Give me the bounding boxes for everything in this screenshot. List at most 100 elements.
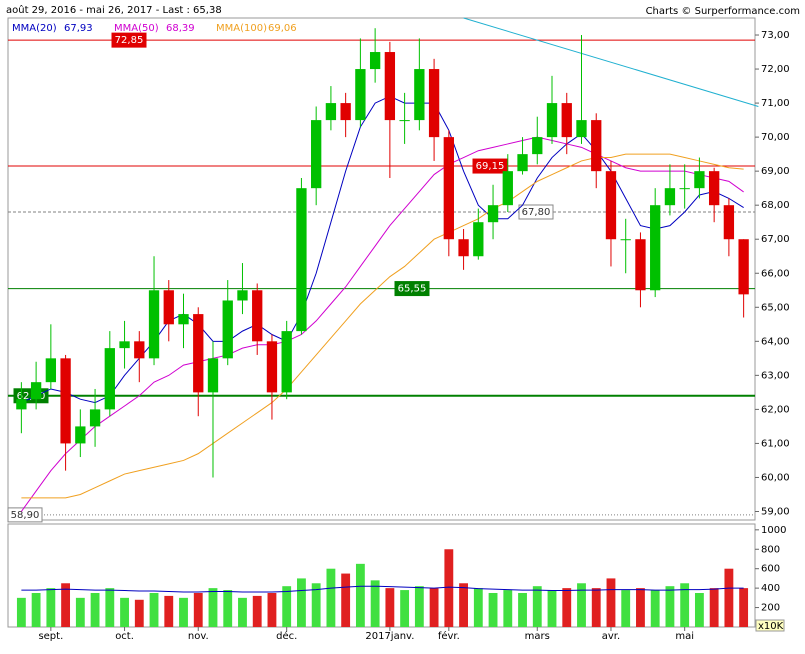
x-tick-label: oct. xyxy=(115,631,134,642)
y-tick-label: 64,00 xyxy=(761,336,790,347)
candle-body xyxy=(325,103,337,121)
candle-body xyxy=(266,341,278,393)
candle-body xyxy=(104,348,115,410)
candle-body xyxy=(635,239,646,291)
volume-bar xyxy=(473,588,483,627)
candle-body xyxy=(532,137,543,155)
candle-body xyxy=(443,137,454,240)
volume-bar xyxy=(46,588,56,627)
candle-body xyxy=(369,52,381,70)
volume-bar xyxy=(429,588,439,627)
candle-body xyxy=(30,382,42,400)
volume-tick-label: 400 xyxy=(761,583,780,594)
y-tick-label: 65,00 xyxy=(761,302,790,313)
volume-tick-label: 200 xyxy=(761,603,780,614)
candle-body xyxy=(620,239,631,241)
volume-bar xyxy=(267,592,277,627)
credit: Charts © Surperformance.com xyxy=(646,6,800,17)
legend-value: 69,06 xyxy=(268,23,297,34)
volume-bar xyxy=(591,588,601,627)
volume-bar xyxy=(459,583,468,627)
volume-unit: x10K xyxy=(758,621,784,632)
volume-bar xyxy=(606,578,616,627)
candle-body xyxy=(119,341,130,349)
volume-bar xyxy=(282,586,292,627)
candle-body xyxy=(163,290,174,325)
candle-body xyxy=(45,358,57,383)
volume-bar xyxy=(694,592,704,627)
volume-bar xyxy=(400,590,410,627)
candle-body xyxy=(738,239,749,295)
volume-bar xyxy=(444,549,454,627)
level-label-box xyxy=(518,204,554,220)
ma-line xyxy=(20,136,744,512)
volume-bar xyxy=(547,590,557,627)
candle-body xyxy=(134,341,145,359)
y-tick-label: 61,00 xyxy=(761,438,790,449)
candle-body xyxy=(694,171,705,189)
candle-body xyxy=(384,52,396,121)
volume-bar xyxy=(621,590,631,627)
candle-body xyxy=(237,290,248,301)
candle-body xyxy=(399,120,410,122)
volume-bar xyxy=(223,590,233,627)
x-tick-label: déc. xyxy=(276,630,297,642)
candle-body xyxy=(679,188,690,190)
volume-bar xyxy=(414,586,424,627)
level-label-box xyxy=(472,158,508,174)
price-panel xyxy=(7,17,756,521)
volume-bar xyxy=(341,573,351,627)
candle-body xyxy=(355,69,366,121)
candle-body xyxy=(561,103,572,138)
volume-bar xyxy=(179,597,188,627)
volume-bar xyxy=(724,568,734,627)
y-tick-label: 59,00 xyxy=(761,506,790,517)
candle-body xyxy=(591,120,602,172)
candle-body xyxy=(89,409,101,427)
volume-bar xyxy=(208,588,218,627)
candle-body xyxy=(178,314,189,325)
y-tick-label: 60,00 xyxy=(761,472,790,483)
volume-bar xyxy=(105,588,115,627)
x-tick-label: 2017janv. xyxy=(365,631,414,642)
candle-body xyxy=(650,205,661,291)
volume-average xyxy=(21,585,744,593)
candle-body xyxy=(296,188,307,332)
volume-bar xyxy=(650,590,660,627)
volume-bar xyxy=(149,592,159,627)
trendline xyxy=(463,17,759,107)
y-tick-label: 67,00 xyxy=(761,234,790,245)
candle-body xyxy=(517,154,528,172)
candle-body xyxy=(723,205,735,240)
candle-body xyxy=(222,300,233,359)
header: août 29, 2016 - mai 26, 2017 - Last : 65… xyxy=(6,4,222,16)
candle-body xyxy=(605,171,617,240)
volume-bar xyxy=(532,586,542,627)
y-tick-label: 71,00 xyxy=(761,98,790,109)
volume-bar xyxy=(61,583,71,627)
y-tick-label: 68,00 xyxy=(761,200,790,211)
legend-value: 68,39 xyxy=(166,23,195,34)
volume-bar xyxy=(252,595,262,627)
x-tick-label: mars xyxy=(525,631,550,642)
x-tick-label: nov. xyxy=(188,631,209,642)
y-tick-label: 66,00 xyxy=(761,268,790,279)
volume-bar xyxy=(385,588,395,627)
volume-tick-label: 600 xyxy=(761,564,780,575)
y-tick-label: 70,00 xyxy=(761,132,790,143)
volume-bar xyxy=(739,588,749,627)
candle-body xyxy=(664,188,676,206)
candle-body xyxy=(428,69,440,138)
ma-line xyxy=(21,153,744,499)
level-label: 72,85 xyxy=(115,35,144,46)
volume-bar xyxy=(31,592,41,627)
y-tick-label: 69,00 xyxy=(761,166,790,177)
level-label: 65,55 xyxy=(398,284,427,295)
volume-tick-label: 1000 xyxy=(761,525,786,536)
level-label-box xyxy=(111,32,147,48)
candle-body xyxy=(16,399,27,410)
candle-body xyxy=(458,239,469,257)
volume-bar xyxy=(134,599,144,627)
y-tick-label: 62,00 xyxy=(761,404,790,415)
